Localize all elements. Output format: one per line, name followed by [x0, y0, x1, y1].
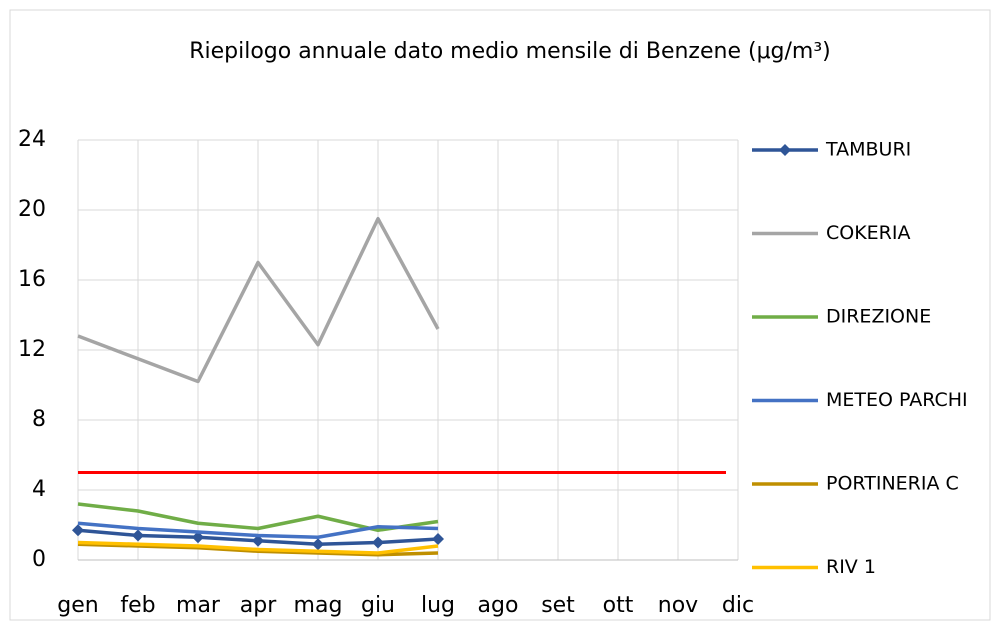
- x-tick-label: mag: [294, 593, 343, 618]
- y-tick-label: 16: [18, 267, 46, 292]
- legend-label: TAMBURI: [825, 139, 911, 161]
- x-tick-label: ott: [603, 593, 634, 618]
- series-marker: [132, 529, 144, 542]
- y-tick-label: 8: [32, 407, 46, 432]
- legend-marker: [779, 144, 791, 156]
- y-tick-label: 4: [32, 477, 46, 502]
- series-line: [77, 502, 439, 532]
- series-marker: [372, 536, 384, 549]
- x-tick-label: mar: [176, 593, 221, 618]
- legend-label: COKERIA: [826, 222, 911, 244]
- legend-label: METEO PARCHI: [826, 389, 968, 411]
- legend-label: RIV 1: [826, 556, 876, 578]
- legend-label: PORTINERIA C: [826, 473, 959, 495]
- x-tick-label: feb: [120, 593, 155, 618]
- x-tick-label: giu: [361, 593, 395, 618]
- x-tick-label: apr: [240, 593, 277, 618]
- legend-label: DIREZIONE: [826, 306, 931, 328]
- series-marker: [192, 531, 204, 544]
- series-line: [77, 540, 439, 555]
- y-tick-label: 20: [18, 197, 46, 222]
- series-marker: [432, 533, 444, 545]
- y-tick-label: 24: [18, 127, 46, 152]
- series-marker: [72, 524, 84, 537]
- y-tick-label: 12: [18, 337, 46, 362]
- chart-title: Riepilogo annuale dato medio mensile di …: [189, 39, 831, 64]
- series-line: [77, 217, 440, 384]
- series-marker: [252, 534, 264, 547]
- y-tick-label: 0: [32, 547, 46, 572]
- x-tick-label: dic: [722, 593, 754, 618]
- x-tick-label: set: [541, 593, 575, 618]
- series-line: [77, 521, 439, 539]
- x-tick-label: ago: [478, 593, 519, 618]
- x-tick-label: lug: [421, 593, 455, 618]
- x-tick-label: gen: [57, 593, 98, 618]
- x-tick-label: nov: [658, 593, 698, 618]
- series-marker: [312, 538, 324, 551]
